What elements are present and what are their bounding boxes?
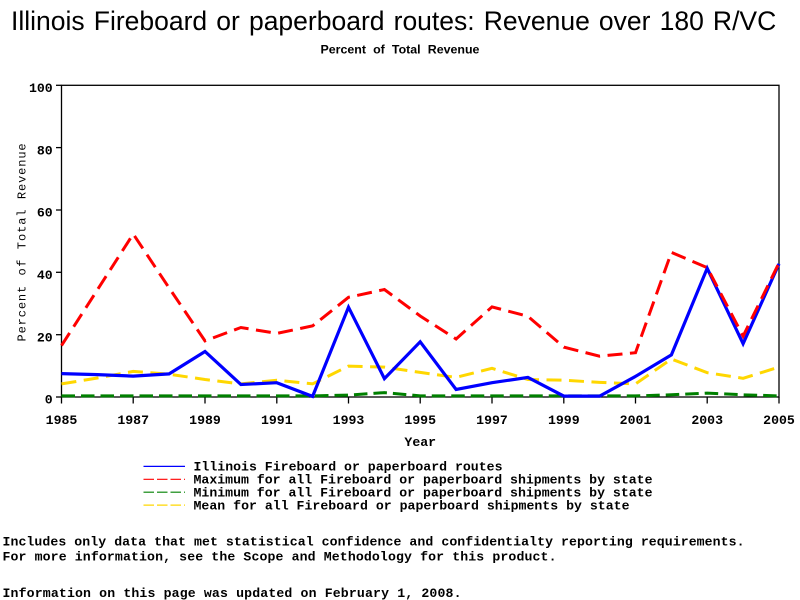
svg-text:1993: 1993 — [333, 413, 365, 428]
svg-text:80: 80 — [37, 143, 53, 158]
svg-text:Percent of Total Revenue: Percent of Total Revenue — [321, 43, 480, 57]
svg-text:Mean for all Fireboard or pape: Mean for all Fireboard or paperboard shi… — [194, 498, 630, 513]
svg-text:1987: 1987 — [117, 413, 149, 428]
svg-text:2003: 2003 — [691, 413, 723, 428]
svg-text:Maximum for all Fireboard or p: Maximum for all Fireboard or paperboard … — [194, 473, 653, 488]
svg-text:PercentofTotalRevenue: PercentofTotalRevenue — [16, 143, 30, 341]
svg-text:1989: 1989 — [189, 413, 221, 428]
svg-text:20: 20 — [37, 330, 53, 345]
svg-text:2001: 2001 — [620, 413, 652, 428]
svg-text:1995: 1995 — [404, 413, 436, 428]
svg-text:2005: 2005 — [763, 413, 795, 428]
svg-text:40: 40 — [37, 268, 53, 283]
svg-text:1991: 1991 — [261, 413, 293, 428]
svg-text:Information on this page was u: Information on this page was updated on … — [3, 586, 462, 600]
svg-text:1997: 1997 — [476, 413, 508, 428]
svg-text:Illinois Fireboard or paperboa: Illinois Fireboard or paperboard routes — [194, 460, 503, 475]
svg-text:60: 60 — [37, 206, 53, 221]
svg-text:1985: 1985 — [46, 413, 78, 428]
svg-text:Includes only data that met st: Includes only data that met statistical … — [3, 534, 745, 549]
svg-text:1999: 1999 — [548, 413, 580, 428]
svg-text:Year: Year — [404, 435, 436, 450]
svg-text:0: 0 — [45, 393, 53, 408]
svg-text:For more information, see the: For more information, see the Scope and … — [3, 550, 557, 565]
svg-text:100: 100 — [29, 81, 53, 96]
svg-text:Minimum for all Fireboard or p: Minimum for all Fireboard or paperboard … — [194, 486, 653, 501]
svg-text:Illinois Fireboard or paperboa: Illinois Fireboard or paperboard routes:… — [11, 6, 776, 36]
